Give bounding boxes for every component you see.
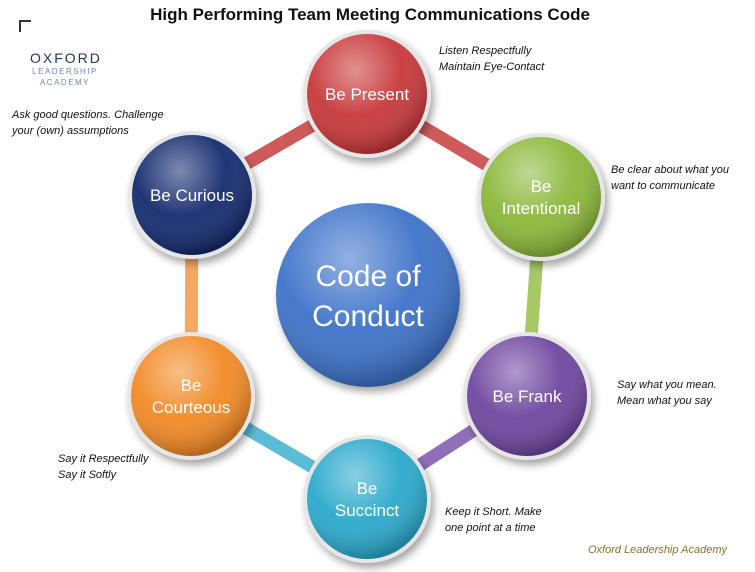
diagram-title: High Performing Team Meeting Communicati… [150, 5, 590, 24]
node-label-line: Be Curious [150, 186, 234, 205]
note-5: Ask good questions. Challenge your (own) … [12, 107, 164, 139]
logo-line-oxford: OXFORD [30, 50, 102, 66]
node-4: Be Courteous [127, 332, 255, 460]
note-3: Keep it Short. Make one point at a time [445, 504, 542, 536]
node-shine [467, 336, 587, 456]
center-node: Code of Conduct [276, 203, 460, 387]
note-4: Say it Respectfully Say it Softly [58, 451, 148, 483]
node-0: Be Present [303, 30, 431, 158]
center-label-line-2: Conduct [312, 300, 424, 333]
note-line: Say it Softly [58, 469, 117, 481]
note-line: Say it Respectfully [58, 453, 149, 465]
credit-text: Oxford Leadership Academy [588, 544, 727, 556]
node-2: Be Frank [463, 332, 591, 460]
node-shine [307, 439, 427, 559]
node-shine [307, 34, 427, 154]
outer-nodes: Be Present Be Intentional Be Frank Be Succinc… [127, 30, 605, 563]
note-line: Be clear about what you [611, 164, 730, 176]
node-label-line: Be Present [325, 85, 409, 104]
node-3: Be Succinct [303, 435, 431, 563]
note-line: Listen Respectfully [439, 45, 532, 57]
center-circle-shine [276, 203, 460, 387]
note-2: Say what you mean. Mean what you say [617, 377, 717, 409]
note-line: Say what you mean. [617, 379, 717, 391]
node-label-line: Intentional [502, 199, 580, 218]
node-label-line: Be [357, 479, 378, 498]
note-1: Be clear about what you want to communica… [611, 162, 729, 194]
node-label-line: Courteous [152, 398, 230, 417]
corner-mark [19, 20, 31, 32]
node-shine [481, 137, 601, 257]
node-shine [132, 135, 252, 255]
logo-line-academy: ACADEMY [39, 78, 91, 87]
node-1: Be Intentional [477, 133, 605, 261]
note-line: Maintain Eye-Contact [439, 61, 545, 73]
logo-line-leadership: LEADERSHIP [32, 67, 98, 76]
node-shine [131, 336, 251, 456]
note-line: Ask good questions. Challenge [12, 109, 164, 121]
note-0: Listen Respectfully Maintain Eye-Contact [439, 43, 544, 75]
node-label-line: Be [181, 376, 202, 395]
note-line: want to communicate [611, 180, 715, 192]
note-line: your (own) assumptions [12, 125, 129, 137]
node-label-line: Succinct [335, 501, 400, 520]
note-line: one point at a time [445, 522, 536, 534]
node-label-line: Be Frank [493, 387, 562, 406]
node-5: Be Curious [128, 131, 256, 259]
node-label-line: Be [531, 177, 552, 196]
note-line: Mean what you say [617, 395, 712, 407]
note-line: Keep it Short. Make [445, 506, 542, 518]
logo: OXFORD LEADERSHIP ACADEMY [30, 50, 100, 88]
center-label-line-1: Code of [315, 260, 421, 293]
